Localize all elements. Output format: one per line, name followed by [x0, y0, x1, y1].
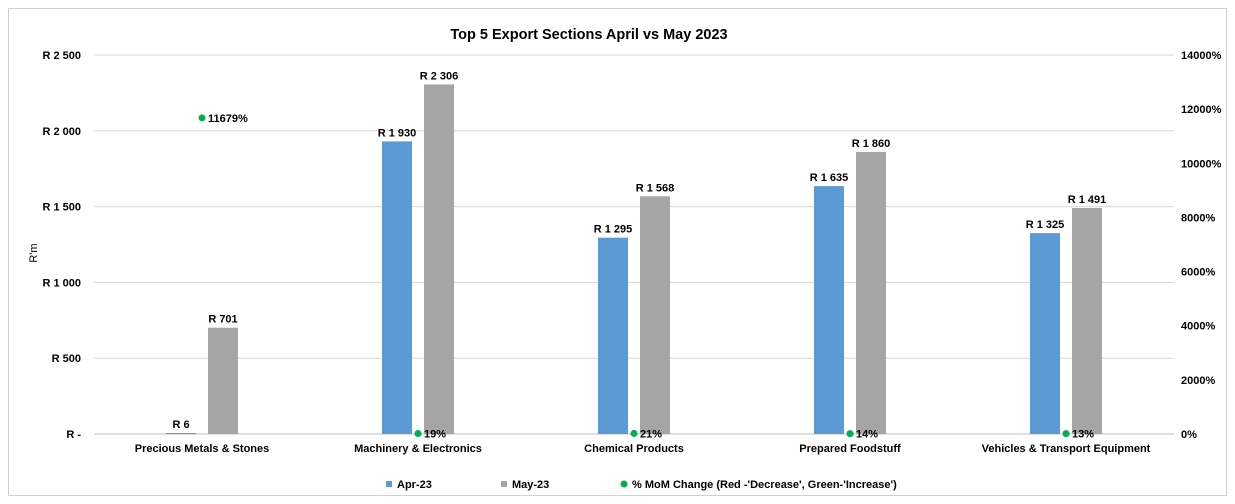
left-tick-label: R 1 500	[42, 202, 81, 214]
y-axis-label: R'm	[28, 243, 40, 262]
bar-value-label: R 1 568	[636, 182, 675, 194]
left-tick-label: R 500	[52, 353, 81, 365]
bar-may-23	[208, 327, 238, 434]
bar-value-label: R 2 306	[420, 70, 459, 82]
bar-may-23	[856, 152, 886, 435]
category-label: Precious Metals & Stones	[135, 443, 270, 455]
mom-value-label: 11679%	[208, 113, 248, 125]
bar-data-labels: R 6 R 701 R 1 930 R 2 306 R 1 295 R 1 568 R 1 …	[172, 70, 1106, 431]
legend-swatch	[501, 481, 507, 487]
bar-apr-23	[814, 186, 844, 434]
left-axis-ticks: R - R 500 R 1 000 R 1 500 R 2 000 R 2 500	[42, 50, 81, 441]
category-label: Prepared Foodstuff	[799, 443, 901, 455]
bar-may-23	[424, 84, 454, 434]
left-tick-label: R -	[66, 429, 81, 441]
chart: Top 5 Export Sections April vs May 2023 …	[28, 27, 1222, 491]
legend-label: Apr-23	[397, 479, 432, 491]
right-axis-ticks: 0% 2000% 4000% 6000% 8000% 10000% 12000% 14000%	[1181, 50, 1222, 441]
right-tick-label: 8000%	[1181, 212, 1215, 224]
bar-value-label: R 1 491	[1068, 194, 1107, 206]
legend-swatch	[620, 480, 628, 488]
bar-value-label: R 1 325	[1026, 219, 1065, 231]
bars	[166, 84, 1102, 435]
category-label: Machinery & Electronics	[354, 443, 482, 455]
bar-may-23	[640, 196, 670, 434]
mom-point	[846, 430, 854, 438]
right-tick-label: 12000%	[1181, 104, 1222, 116]
right-tick-label: 4000%	[1181, 321, 1215, 333]
mom-value-label: 19%	[424, 428, 446, 440]
bar-value-label: R 1 930	[378, 127, 417, 139]
legend-label: May-23	[512, 479, 549, 491]
right-tick-label: 14000%	[1181, 50, 1222, 62]
bar-apr-23	[598, 237, 628, 434]
legend-swatch	[386, 481, 392, 487]
category-label: Chemical Products	[584, 443, 684, 455]
bar-value-label: R 1 635	[810, 172, 849, 184]
bar-apr-23	[1030, 233, 1060, 434]
right-tick-label: 6000%	[1181, 267, 1215, 279]
right-tick-label: 0%	[1181, 429, 1197, 441]
mom-points: 11679% 19% 21% 14% 13%	[198, 113, 1094, 441]
bar-value-label: R 6	[172, 419, 189, 431]
left-tick-label: R 1 000	[42, 277, 81, 289]
left-tick-label: R 2 500	[42, 50, 81, 62]
category-labels: Precious Metals & Stones Machinery & Elec…	[135, 443, 1151, 455]
chart-title: Top 5 Export Sections April vs May 2023	[450, 27, 727, 43]
mom-point	[1062, 430, 1070, 438]
chart-frame: Top 5 Export Sections April vs May 2023 …	[8, 8, 1227, 496]
bar-may-23	[1072, 207, 1102, 434]
mom-value-label: 21%	[640, 428, 662, 440]
category-label: Vehicles & Transport Equipment	[982, 443, 1151, 455]
mom-point	[630, 429, 638, 437]
bar-value-label: R 701	[208, 314, 237, 326]
mom-value-label: 14%	[856, 429, 878, 441]
bar-value-label: R 1 295	[594, 224, 633, 236]
mom-point	[198, 114, 206, 122]
left-tick-label: R 2 000	[42, 126, 81, 138]
bar-value-label: R 1 860	[852, 138, 891, 150]
bar-apr-23	[166, 433, 196, 434]
legend: Apr-23 May-23 % MoM Change (Red -'Decrease…	[386, 479, 897, 491]
mom-point	[414, 429, 422, 437]
bar-apr-23	[382, 141, 412, 435]
mom-value-label: 13%	[1072, 429, 1094, 441]
gridlines	[94, 54, 1174, 435]
right-tick-label: 10000%	[1181, 158, 1222, 170]
legend-label: % MoM Change (Red -'Decrease', Green-'In…	[632, 479, 897, 491]
right-tick-label: 2000%	[1181, 375, 1215, 387]
